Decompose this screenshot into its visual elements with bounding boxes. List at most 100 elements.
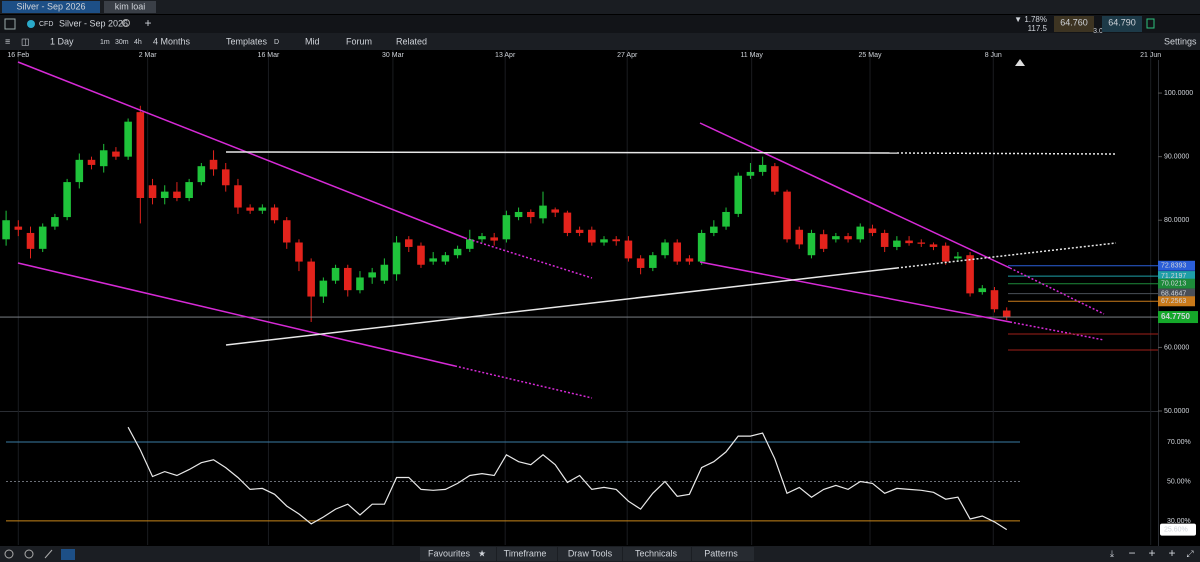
x-tick-label: 27 Apr <box>617 52 638 59</box>
icon[interactable] <box>4 549 14 559</box>
icon[interactable] <box>61 549 75 560</box>
zoom-in[interactable]: + <box>1148 546 1155 560</box>
candle-body <box>722 211 730 227</box>
search-icon[interactable] <box>122 19 130 27</box>
candle-body <box>51 217 59 227</box>
type-badge: CFD <box>39 21 53 28</box>
layout-icon[interactable]: ◫ <box>21 36 30 46</box>
candle-body <box>234 185 242 208</box>
range-button[interactable]: 4 Months <box>153 36 191 46</box>
bottom-label[interactable]: Draw Tools <box>568 548 613 558</box>
level-tag <box>1158 260 1195 271</box>
candle-body <box>356 277 364 291</box>
candle-body <box>368 272 376 278</box>
candle-body <box>197 166 206 183</box>
drawings <box>17 61 1158 399</box>
candle-body <box>282 220 291 243</box>
y-tick-label: 60.0000 <box>1164 344 1189 351</box>
level-label: 71.2197 <box>1161 273 1186 280</box>
level-tag <box>1158 278 1195 289</box>
icon[interactable]: ⤓ <box>1110 548 1114 558</box>
x-tick-label: 16 Feb <box>7 52 29 59</box>
event-marker[interactable] <box>1015 59 1025 66</box>
trendline <box>17 61 466 239</box>
candle-body <box>453 248 462 256</box>
candle-body <box>856 226 865 240</box>
related-button[interactable]: Related <box>396 36 427 46</box>
add-icon[interactable]: + <box>144 16 151 30</box>
tab[interactable] <box>104 1 156 13</box>
x-tick-label: 13 Apr <box>495 52 516 59</box>
candle-body <box>343 267 352 291</box>
period-button[interactable]: 1 Day <box>50 36 74 46</box>
menu-icon[interactable]: ≡ <box>5 36 10 46</box>
interval-button[interactable]: 4h <box>134 39 142 46</box>
candle-body <box>514 211 523 218</box>
x-tick-label: 30 Mar <box>382 52 404 59</box>
bottom-button[interactable] <box>558 547 622 561</box>
rsi-tick-label: 50.00% <box>1167 478 1191 485</box>
tab-label[interactable]: Silver - Sep 2026 <box>16 1 85 11</box>
sell-price[interactable]: 64.760 <box>1060 17 1088 27</box>
buy-price[interactable]: 64.790 <box>1108 17 1136 27</box>
change-abs: 117.5 <box>1028 24 1048 33</box>
star-icon[interactable]: ★ <box>478 548 486 558</box>
candle-body <box>978 288 987 293</box>
interval-button[interactable]: 1m <box>100 39 110 46</box>
bottom-button[interactable] <box>420 547 496 561</box>
trendline <box>17 262 456 367</box>
tab-bar <box>0 0 1200 14</box>
candle-body <box>209 159 218 170</box>
icon[interactable] <box>24 549 34 559</box>
level-tag <box>1158 288 1195 299</box>
sell-box[interactable] <box>1054 16 1094 32</box>
bottom-label[interactable]: Favourites <box>428 548 471 558</box>
candle-body <box>173 191 181 198</box>
candle-body <box>112 151 120 157</box>
bottom-button[interactable] <box>692 547 754 561</box>
price-type-button[interactable]: Mid <box>305 36 320 46</box>
candle-body <box>331 267 340 281</box>
instrument-icon <box>27 20 35 28</box>
candle-body <box>966 255 974 294</box>
candle-body <box>466 239 474 249</box>
bottom-label[interactable]: Timeframe <box>504 548 547 558</box>
level-label: 70.0213 <box>1161 281 1186 288</box>
candle-body <box>868 228 877 233</box>
icon[interactable]: ⤢ <box>1185 548 1193 558</box>
candle-body <box>807 232 816 256</box>
candle-body <box>661 242 669 256</box>
rsi-line <box>127 426 1008 531</box>
candle-body <box>758 164 767 172</box>
candle-body <box>539 205 547 219</box>
bottom-label[interactable]: Patterns <box>704 548 738 558</box>
icon[interactable] <box>44 549 53 559</box>
candle-body <box>710 226 718 233</box>
bottom-button[interactable] <box>623 547 691 561</box>
x-tick-label: 11 May <box>740 52 763 59</box>
buy-box[interactable] <box>1102 16 1142 32</box>
interval-button[interactable]: 30m <box>115 39 129 46</box>
candle-body <box>124 121 132 157</box>
forum-button[interactable]: Forum <box>346 36 372 46</box>
bottom-button[interactable] <box>497 547 557 561</box>
menu-icon[interactable] <box>1146 18 1155 29</box>
templates-button[interactable]: Templates <box>226 36 268 46</box>
level-label: 68.4647 <box>1161 290 1186 297</box>
d-button[interactable]: D <box>274 39 279 46</box>
trendline <box>699 122 1011 269</box>
candle-body <box>441 255 450 262</box>
zoom-out[interactable]: − <box>1128 546 1135 560</box>
y-tick-label: 80.0000 <box>1164 217 1189 224</box>
candle-body <box>148 185 157 198</box>
tab-label[interactable]: kim loai <box>115 1 146 11</box>
bottom-label[interactable]: Technicals <box>635 548 678 558</box>
reset-zoom[interactable]: + <box>1168 546 1175 560</box>
candle-body <box>844 236 852 240</box>
candle-body <box>588 229 596 243</box>
candle-body <box>295 242 303 262</box>
settings-button[interactable]: Settings <box>1164 36 1197 46</box>
candle-body <box>99 150 108 167</box>
tab-active[interactable] <box>2 1 100 13</box>
